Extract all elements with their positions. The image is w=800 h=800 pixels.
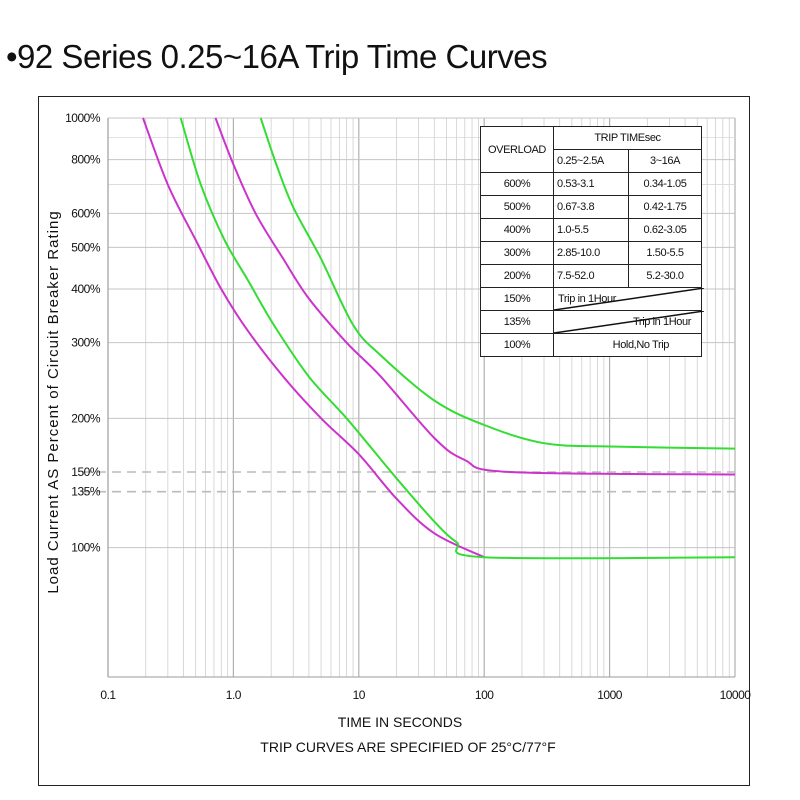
x-tick-label: 100 <box>475 688 494 702</box>
row-overload: 100% <box>480 333 554 357</box>
row-col1: 0.53-3.1 <box>553 172 629 196</box>
trip-time-table: OVERLOAD TRIP TIMEsec 0.25~2.5A 3~16A 60… <box>480 126 704 357</box>
y-tick-label: 300% <box>71 336 101 350</box>
y-tick-label: 800% <box>71 153 101 167</box>
table-row: 400% 1.0-5.5 0.62-3.05 <box>480 218 702 242</box>
y-tick-label: 400% <box>71 282 101 296</box>
row-135-text: Trip in 1Hour <box>633 316 691 328</box>
trip-curve-line <box>179 117 736 560</box>
table-row: 500% 0.67-3.8 0.42-1.75 <box>480 195 702 219</box>
table-row: 300% 2.85-10.0 1.50-5.5 <box>480 241 702 265</box>
x-tick-label: 1000 <box>597 688 623 702</box>
header-overload: OVERLOAD <box>480 126 554 173</box>
row-overload: 135% <box>480 310 554 334</box>
row-overload: 300% <box>480 241 554 265</box>
row-overload: 150% <box>480 287 554 311</box>
row-col1: 7.5-52.0 <box>553 264 629 288</box>
row-col2: 1.50-5.5 <box>628 241 702 265</box>
x-tick-label: 10 <box>353 688 366 702</box>
header-trip-time: TRIP TIMEsec <box>553 126 702 150</box>
row-col2: 0.62-3.05 <box>628 218 702 242</box>
y-tick-label: 500% <box>71 240 101 254</box>
row-overload: 600% <box>480 172 554 196</box>
table-header-row: OVERLOAD TRIP TIMEsec <box>480 126 702 173</box>
table-row-150: 150% Trip in 1Hour <box>480 287 704 311</box>
diagonal-line <box>554 288 704 310</box>
table-row: 600% 0.53-3.1 0.34-1.05 <box>480 172 702 196</box>
row-overload: 500% <box>480 195 554 219</box>
header-col1: 0.25~2.5A <box>553 149 629 173</box>
row-150-text: Trip in 1Hour <box>558 293 616 305</box>
y-tick-label: 200% <box>71 411 101 425</box>
header-col2: 3~16A <box>628 149 702 173</box>
y-axis-label: Load Current AS Percent of Circuit Break… <box>45 210 62 593</box>
row-col1: 1.0-5.5 <box>553 218 629 242</box>
row-overload: 200% <box>480 264 554 288</box>
y-tick-label: 150% <box>71 465 101 479</box>
table-row-135: 135% Trip in 1Hour <box>480 310 704 334</box>
y-tick-label: 135% <box>71 485 101 499</box>
x-tick-labels: 0.1 1.0 10 100 1000 10000 <box>100 688 751 702</box>
y-tick-labels: 1000% 800% 600% 500% 400% 300% 200% 150% 135% 100… <box>65 111 101 555</box>
table-row: 200% 7.5-52.0 5.2-30.0 <box>480 264 702 288</box>
row-col2: 5.2-30.0 <box>628 264 702 288</box>
trip-curve-line <box>142 117 485 559</box>
y-tick-label: 600% <box>71 206 101 220</box>
x-tick-label: 0.1 <box>100 688 116 702</box>
reference-lines <box>82 471 735 493</box>
chart-frame <box>38 96 750 786</box>
y-tick-label: 100% <box>71 541 101 555</box>
y-tick-label: 1000% <box>65 111 101 125</box>
chart-footnote: TRIP CURVES ARE SPECIFIED OF 25°C/77°F <box>260 739 555 755</box>
page-title: •92 Series 0.25~16A Trip Time Curves <box>6 38 548 75</box>
row-100-text: Hold,No Trip <box>553 333 702 357</box>
row-overload: 400% <box>480 218 554 242</box>
table-row-100: 100% Hold,No Trip <box>480 333 702 357</box>
row-col2: 0.42-1.75 <box>628 195 702 219</box>
row-150-cell: Trip in 1Hour <box>553 287 704 311</box>
row-135-cell: Trip in 1Hour <box>553 310 704 334</box>
x-axis-label: TIME IN SECONDS <box>338 714 462 730</box>
row-col1: 2.85-10.0 <box>553 241 629 265</box>
row-col1: 0.67-3.8 <box>553 195 629 219</box>
trip-curve-line <box>214 117 736 476</box>
x-tick-label: 10000 <box>720 688 752 702</box>
row-col2: 0.34-1.05 <box>628 172 702 196</box>
trip-curve-line <box>259 117 736 450</box>
curve-series <box>142 117 736 560</box>
diagonal-line <box>554 311 704 333</box>
x-tick-label: 1.0 <box>226 688 242 702</box>
